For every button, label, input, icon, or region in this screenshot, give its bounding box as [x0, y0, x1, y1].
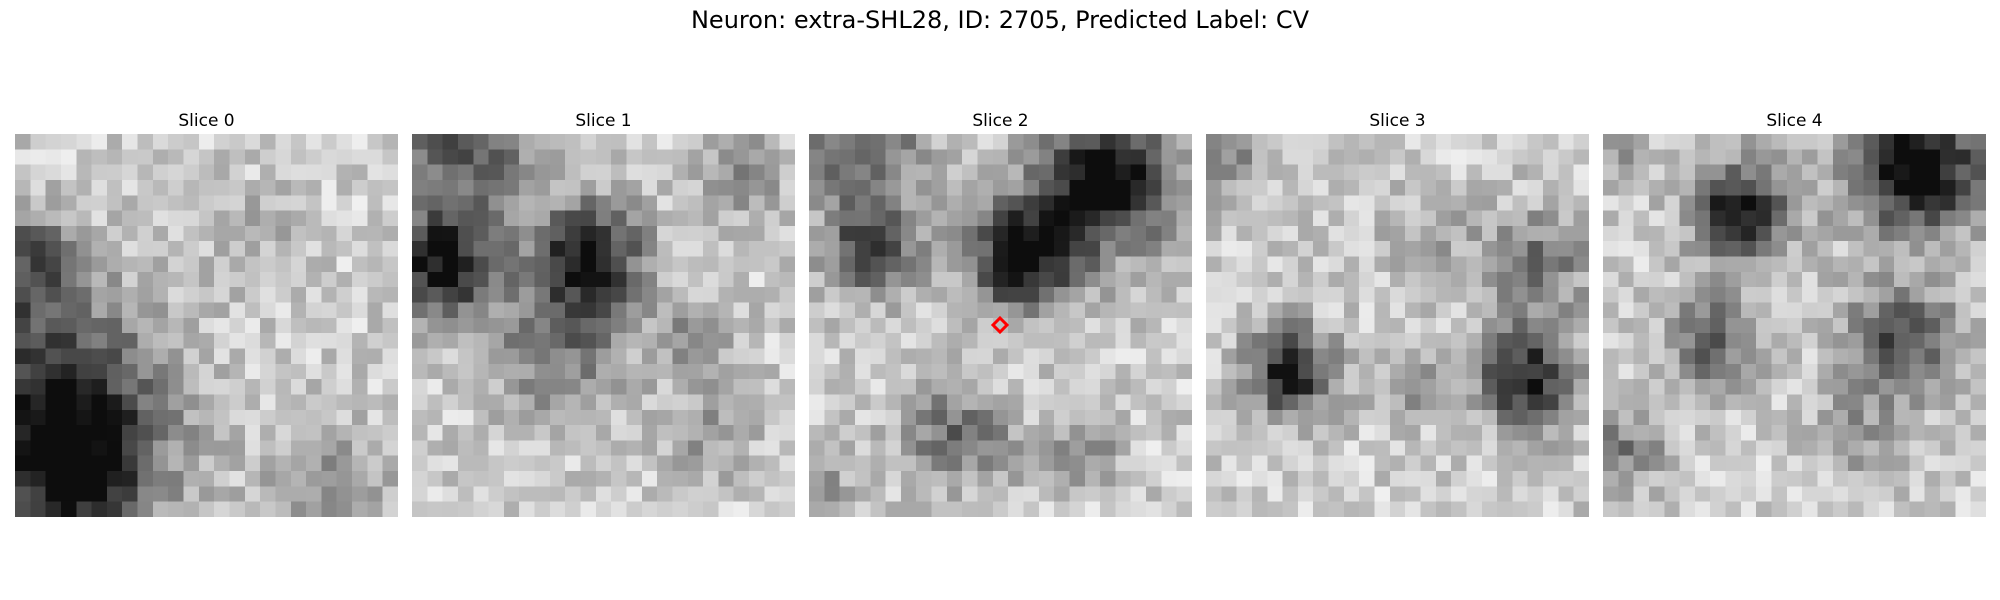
- slice-panel-4: Slice 4: [1603, 108, 1986, 517]
- slice-title: Slice 2: [972, 111, 1029, 131]
- slice-panel-2: Slice 2: [809, 108, 1192, 517]
- slice-image: [15, 134, 398, 517]
- slice-image: [412, 134, 795, 517]
- slice-image: [1603, 134, 1986, 517]
- slice-panel-3: Slice 3: [1206, 108, 1589, 517]
- slice-panel-0: Slice 0: [15, 108, 398, 517]
- slice-title: Slice 1: [575, 111, 632, 131]
- slice-title: Slice 4: [1766, 111, 1823, 131]
- slice-title: Slice 3: [1369, 111, 1426, 131]
- slice-image: [1206, 134, 1589, 517]
- slice-image: [809, 134, 1192, 517]
- slice-title: Slice 0: [178, 111, 235, 131]
- slice-panel-1: Slice 1: [412, 108, 795, 517]
- figure-title: Neuron: extra-SHL28, ID: 2705, Predicted…: [690, 6, 1310, 34]
